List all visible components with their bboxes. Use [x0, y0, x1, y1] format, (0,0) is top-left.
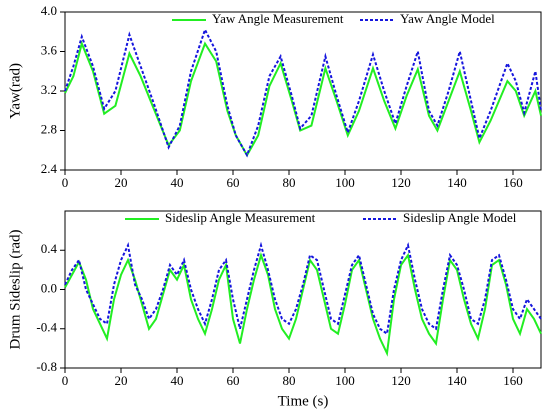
legend-label: Yaw Angle Model — [400, 11, 495, 26]
legend-label: Yaw Angle Measurement — [212, 11, 344, 26]
x-tick-label: 140 — [447, 175, 467, 190]
y-tick-label: 2.4 — [41, 161, 58, 176]
x-tick-label: 160 — [503, 175, 523, 190]
x-tick-label: 40 — [171, 373, 184, 388]
series-line — [64, 251, 542, 357]
x-tick-label: 0 — [62, 175, 69, 190]
x-tick-label: 0 — [62, 373, 69, 388]
x-tick-label: 20 — [115, 175, 128, 190]
y-axis-label: Yaw(rad) — [7, 63, 23, 119]
legend-label: Sideslip Angle Model — [403, 210, 517, 225]
x-tick-label: 120 — [391, 373, 411, 388]
x-tick-label: 160 — [503, 373, 523, 388]
x-tick-label: 100 — [335, 373, 355, 388]
x-tick-label: 80 — [283, 175, 296, 190]
x-tick-label: 40 — [171, 175, 184, 190]
y-tick-label: 0.0 — [41, 280, 57, 295]
x-tick-label: 60 — [227, 373, 240, 388]
series-line — [64, 27, 542, 158]
series-line — [64, 40, 542, 158]
y-tick-label: 3.2 — [41, 82, 57, 97]
legend-label: Sideslip Angle Measurement — [165, 210, 316, 225]
x-tick-label: 20 — [115, 373, 128, 388]
y-axis-label: Drum Sideslip (rad) — [7, 230, 23, 350]
y-tick-label: -0.8 — [36, 359, 57, 374]
y-tick-label: 0.4 — [41, 241, 58, 256]
y-tick-label: 3.6 — [41, 42, 58, 57]
x-tick-label: 80 — [283, 373, 296, 388]
y-tick-label: 4.0 — [41, 3, 57, 18]
x-tick-label: 120 — [391, 175, 411, 190]
y-tick-label: -0.4 — [36, 320, 57, 335]
x-axis-label: Time (s) — [278, 393, 329, 409]
x-tick-label: 100 — [335, 175, 355, 190]
x-tick-label: 60 — [227, 175, 240, 190]
y-tick-label: 2.8 — [41, 121, 57, 136]
x-tick-label: 140 — [447, 373, 467, 388]
